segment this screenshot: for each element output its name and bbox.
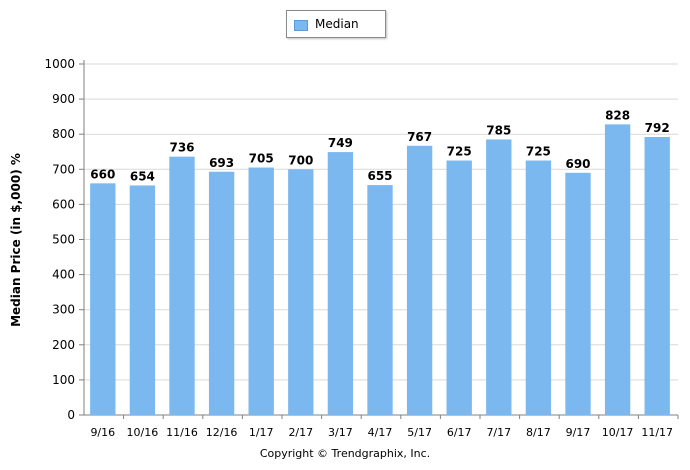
bar	[327, 152, 354, 415]
bar	[525, 160, 552, 415]
y-tick-label: 900	[52, 92, 75, 106]
bar	[446, 160, 472, 415]
y-tick-label: 600	[52, 197, 75, 211]
data-label: 725	[526, 145, 551, 159]
x-tick-label: 5/17	[407, 426, 432, 439]
bar	[129, 185, 156, 415]
y-tick-label: 200	[52, 338, 75, 352]
bar	[486, 139, 512, 415]
data-label: 767	[407, 130, 432, 144]
data-label: 700	[288, 153, 313, 167]
x-tick-label: 8/17	[526, 426, 551, 439]
bar	[565, 172, 591, 415]
data-label: 736	[169, 141, 194, 155]
legend: Median	[286, 10, 386, 38]
x-tick-label: 9/17	[566, 426, 591, 439]
bar	[644, 137, 670, 415]
data-label: 792	[645, 121, 670, 135]
bar	[90, 183, 116, 415]
bar	[169, 156, 195, 415]
bar	[248, 167, 274, 415]
y-tick-label: 1000	[44, 57, 75, 71]
x-tick-label: 10/16	[127, 426, 159, 439]
x-tick-label: 7/17	[486, 426, 511, 439]
x-tick-label: 4/17	[368, 426, 393, 439]
x-tick-label: 3/17	[328, 426, 353, 439]
bar	[288, 169, 314, 415]
x-tick-label: 2/17	[288, 426, 313, 439]
data-label: 655	[367, 169, 392, 183]
x-tick-label: 10/17	[602, 426, 634, 439]
data-label: 785	[486, 123, 511, 137]
data-label: 828	[605, 108, 630, 122]
x-tick-label: 11/17	[641, 426, 673, 439]
data-label: 660	[90, 167, 115, 181]
bar	[406, 145, 433, 415]
data-label: 693	[209, 156, 234, 170]
x-tick-label: 12/16	[206, 426, 238, 439]
y-tick-label: 400	[52, 268, 75, 282]
legend-label-median: Median	[315, 17, 359, 31]
x-tick-label: 9/16	[90, 426, 115, 439]
y-tick-label: 100	[52, 373, 75, 387]
bar	[208, 171, 235, 415]
data-label: 725	[447, 145, 472, 159]
x-tick-label: 1/17	[249, 426, 274, 439]
y-tick-label: 700	[52, 162, 75, 176]
data-label: 749	[328, 136, 353, 150]
bar	[367, 185, 393, 415]
data-label: 690	[565, 157, 590, 171]
bar	[604, 124, 631, 415]
data-label: 654	[130, 169, 155, 183]
y-tick-label: 500	[52, 233, 75, 247]
copyright-footer: Copyright © Trendgraphix, Inc.	[259, 447, 431, 460]
y-tick-label: 800	[52, 127, 75, 141]
x-tick-label: 6/17	[447, 426, 472, 439]
y-tick-label: 0	[67, 408, 75, 422]
x-tick-label: 11/16	[166, 426, 198, 439]
y-tick-label: 300	[52, 303, 75, 317]
legend-swatch-median	[294, 20, 308, 31]
data-label: 705	[249, 152, 274, 166]
